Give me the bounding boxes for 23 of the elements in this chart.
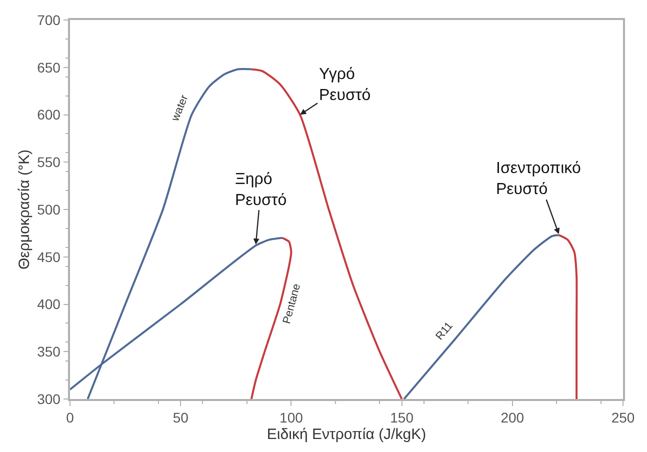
y-tick-label: 400 [37,296,61,312]
y-tick-label: 450 [37,248,61,265]
y-tick-label: 350 [37,344,61,360]
x-tick-label: 250 [611,410,635,426]
text: water [169,93,191,124]
y-tick-label: 600 [37,106,61,123]
y-tick-label: 700 [37,12,61,28]
text: Pentane [280,282,304,326]
annotation: Ισεντροπικό Ρευστό [496,160,581,198]
annotation: Υγρό Ρευστό [319,66,371,104]
x-tick-label: 200 [500,410,524,426]
y-tick-label: 650 [37,59,61,76]
annotation: Ξηρό Ρευστό [235,171,287,209]
x-tick-label: 150 [390,410,414,426]
y-tick-label: 300 [37,390,61,407]
x-tick-label: 100 [280,410,304,426]
x-tick-label: 50 [172,410,189,426]
y-tick-label: 500 [37,201,61,218]
x-tick-label: 0 [66,410,74,426]
x-axis-title: Ειδική Εντροπία (J/kgK) [266,426,426,444]
y-tick-label: 550 [37,154,61,170]
y-axis-title: Θερμοκρασία (°K) [16,149,33,270]
text: R11 [434,320,456,343]
